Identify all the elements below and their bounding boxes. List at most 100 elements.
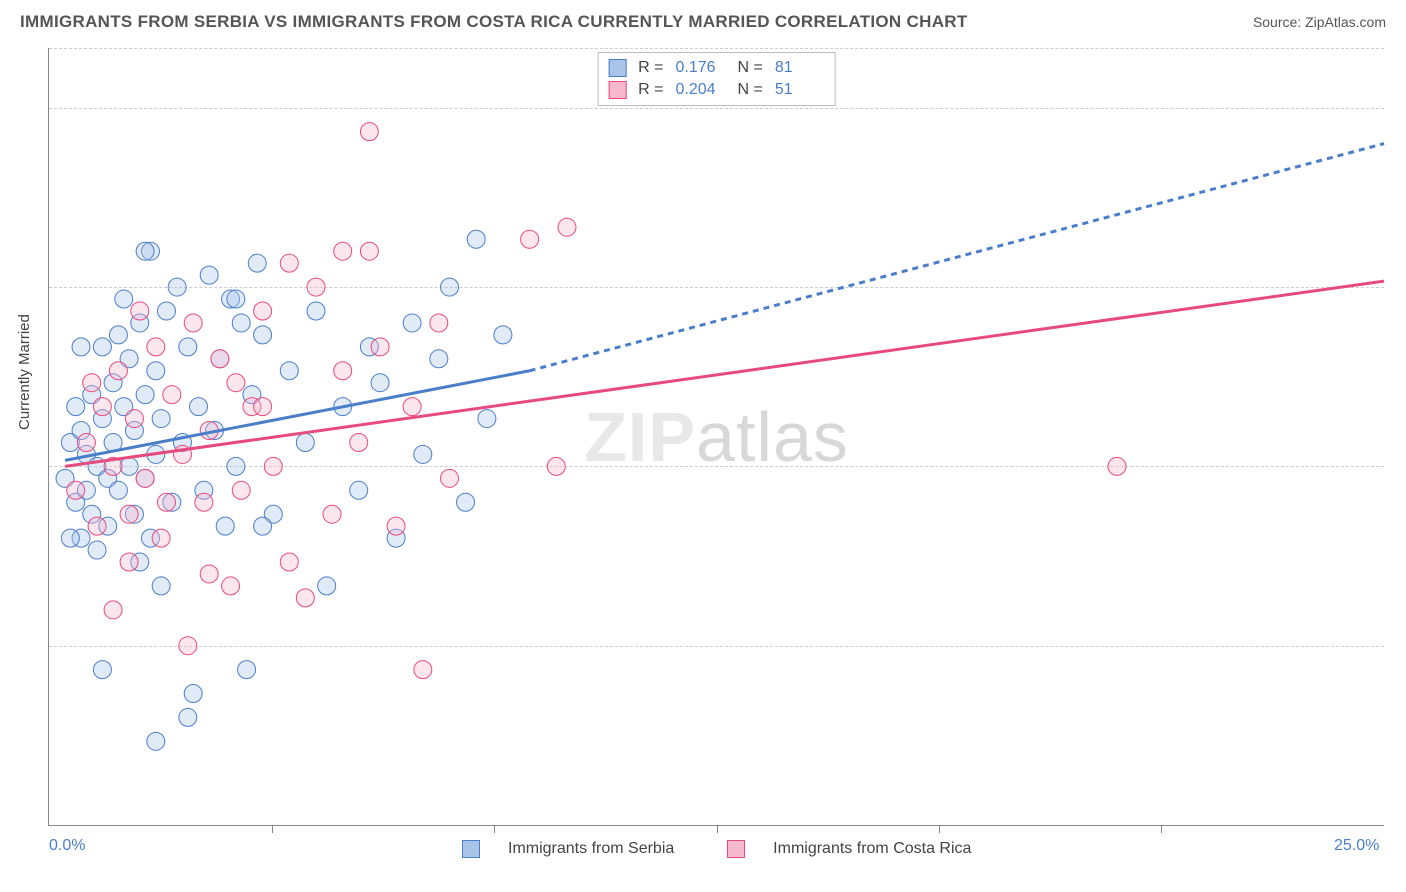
data-point	[104, 601, 122, 619]
data-point	[88, 517, 106, 535]
data-point	[334, 362, 352, 380]
data-point	[232, 314, 250, 332]
data-point	[83, 374, 101, 392]
y-tick-label: 35.0%	[1394, 637, 1406, 655]
data-point	[77, 433, 95, 451]
data-point	[157, 302, 175, 320]
data-point	[457, 493, 475, 511]
data-point	[120, 505, 138, 523]
data-point	[67, 398, 85, 416]
data-point	[371, 374, 389, 392]
data-point	[414, 445, 432, 463]
data-point	[227, 290, 245, 308]
data-point	[350, 481, 368, 499]
data-point	[254, 302, 272, 320]
data-point	[478, 410, 496, 428]
data-point	[521, 230, 539, 248]
data-point	[163, 386, 181, 404]
series-legend: Immigrants from Serbia Immigrants from C…	[49, 840, 1384, 858]
data-point	[280, 254, 298, 272]
data-point	[558, 218, 576, 236]
swatch-costarica-bottom-icon	[727, 840, 745, 858]
data-point	[248, 254, 266, 272]
data-point	[109, 326, 127, 344]
scatter-svg	[49, 48, 1384, 825]
legend-label-costarica: Immigrants from Costa Rica	[773, 840, 971, 857]
data-point	[211, 350, 229, 368]
data-point	[238, 661, 256, 679]
data-point	[254, 517, 272, 535]
data-point	[67, 481, 85, 499]
data-point	[93, 338, 111, 356]
data-point	[131, 302, 149, 320]
data-point	[152, 410, 170, 428]
data-point	[227, 374, 245, 392]
data-point	[179, 338, 197, 356]
data-point	[1108, 457, 1126, 475]
data-point	[414, 661, 432, 679]
data-point	[232, 481, 250, 499]
data-point	[494, 326, 512, 344]
data-point	[307, 302, 325, 320]
data-point	[222, 577, 240, 595]
data-point	[296, 433, 314, 451]
data-point	[147, 362, 165, 380]
data-point	[280, 553, 298, 571]
data-point	[296, 589, 314, 607]
data-point	[136, 242, 154, 260]
data-point	[195, 493, 213, 511]
data-point	[93, 398, 111, 416]
y-tick-label: 80.0%	[1394, 99, 1406, 117]
data-point	[323, 505, 341, 523]
data-point	[179, 708, 197, 726]
y-tick-label: 50.0%	[1394, 457, 1406, 475]
data-point	[350, 433, 368, 451]
data-point	[403, 398, 421, 416]
data-point	[280, 362, 298, 380]
data-point	[93, 661, 111, 679]
data-point	[147, 732, 165, 750]
data-point	[318, 577, 336, 595]
data-point	[168, 278, 186, 296]
legend-row-serbia: R = 0.176 N = 81	[608, 57, 825, 79]
data-point	[184, 685, 202, 703]
data-point	[307, 278, 325, 296]
data-point	[152, 529, 170, 547]
data-point	[190, 398, 208, 416]
data-point	[360, 242, 378, 260]
data-point	[200, 266, 218, 284]
data-point	[200, 565, 218, 583]
data-point	[109, 481, 127, 499]
data-point	[109, 362, 127, 380]
swatch-serbia-icon	[608, 59, 626, 77]
data-point	[547, 457, 565, 475]
swatch-serbia-bottom-icon	[462, 840, 480, 858]
y-axis-label: Currently Married	[16, 314, 33, 430]
data-point	[157, 493, 175, 511]
data-point	[254, 398, 272, 416]
data-point	[115, 290, 133, 308]
y-tick-label: 65.0%	[1394, 278, 1406, 296]
chart-plot-area: ZIPatlas R = 0.176 N = 81 R = 0.204 N = …	[48, 48, 1384, 826]
data-point	[125, 410, 143, 428]
data-point	[136, 386, 154, 404]
data-point	[61, 529, 79, 547]
data-point	[179, 637, 197, 655]
data-point	[152, 577, 170, 595]
data-point	[147, 338, 165, 356]
data-point	[264, 457, 282, 475]
data-point	[430, 350, 448, 368]
swatch-costarica-icon	[608, 81, 626, 99]
source-attribution: Source: ZipAtlas.com	[1253, 14, 1386, 30]
regression-line-serbia-extrapolated	[530, 144, 1384, 371]
legend-row-costarica: R = 0.204 N = 51	[608, 79, 825, 101]
data-point	[88, 541, 106, 559]
x-tick-label: 25.0%	[1334, 837, 1379, 855]
data-point	[120, 457, 138, 475]
x-tick-label: 0.0%	[49, 837, 85, 855]
data-point	[360, 123, 378, 141]
data-point	[227, 457, 245, 475]
data-point	[430, 314, 448, 332]
data-point	[216, 517, 234, 535]
data-point	[403, 314, 421, 332]
